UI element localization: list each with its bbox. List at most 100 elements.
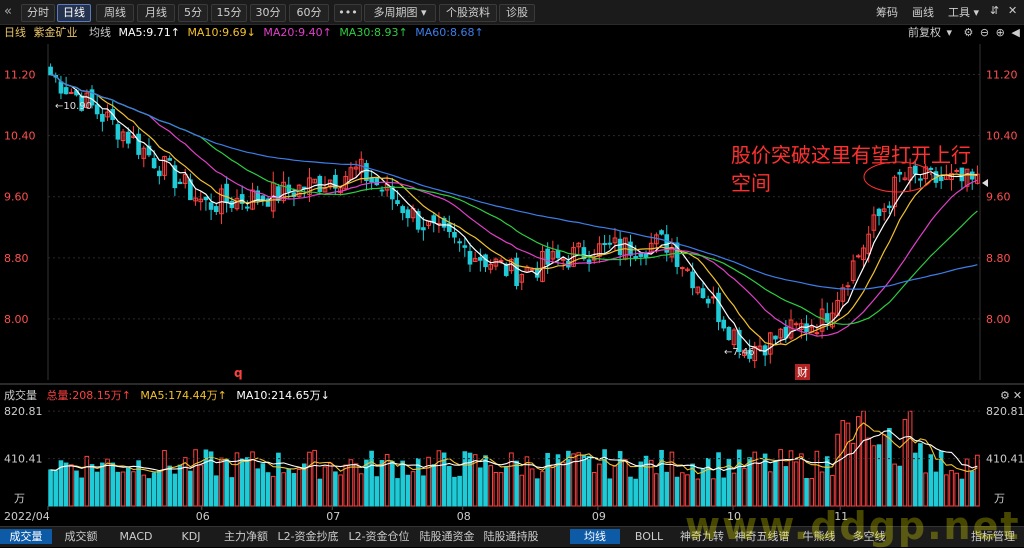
volume-bar: [607, 478, 613, 507]
volume-bar: [964, 458, 970, 507]
more-button[interactable]: •••: [334, 4, 362, 22]
ma20-line: [50, 74, 978, 337]
candle-body: [462, 245, 468, 248]
tab-l2-bottom[interactable]: L2-资金抄底: [277, 530, 339, 543]
q-marker[interactable]: q: [234, 366, 243, 380]
settings-icon[interactable]: ⚙: [1000, 389, 1010, 402]
tab-indicator-manage[interactable]: 指标管理: [971, 530, 1015, 543]
candle-body: [529, 268, 535, 271]
volume-bar: [524, 456, 530, 507]
tab-30min[interactable]: 30分: [250, 4, 286, 22]
volume-bar: [897, 465, 903, 507]
tab-5min[interactable]: 5分: [178, 4, 208, 22]
tab-magic-nine[interactable]: 神奇九转: [680, 530, 724, 543]
stock-name[interactable]: 紫金矿业: [33, 26, 78, 39]
candle-body: [467, 251, 473, 265]
candle-body: [374, 177, 380, 186]
tab-northbound-hold[interactable]: 陆股通持股: [483, 530, 539, 543]
draw-line-button[interactable]: 画线: [912, 6, 934, 19]
tab-daily[interactable]: 日线: [57, 4, 91, 22]
candle-body: [793, 323, 799, 326]
volume-bar: [151, 472, 157, 507]
candle-body: [897, 171, 903, 175]
tab-intraday[interactable]: 分时: [21, 4, 55, 22]
volume-bar: [819, 471, 825, 507]
volume-bar: [239, 458, 245, 507]
tab-northbound-fund[interactable]: 陆股通资金: [419, 530, 475, 543]
collapse-icon[interactable]: «: [4, 4, 12, 19]
tab-magic-five[interactable]: 神奇五线谱: [734, 530, 790, 543]
zoom-in-icon[interactable]: ⊕: [995, 26, 1005, 39]
candle-body: [177, 181, 183, 185]
tab-15min[interactable]: 15分: [211, 4, 247, 22]
annotations: [863, 161, 988, 193]
candle-body: [700, 288, 706, 299]
candle-body: [773, 335, 778, 340]
ma-label[interactable]: 均线: [89, 26, 111, 39]
candle-body: [602, 243, 607, 246]
candle-body: [63, 87, 69, 95]
volume-bar: [545, 452, 550, 507]
tab-turnover[interactable]: 成交额: [64, 530, 98, 543]
fq-label[interactable]: 前复权: [908, 26, 941, 39]
multi-period-dropdown[interactable]: 多周期图 ▾: [364, 4, 436, 22]
volume-bar: [550, 464, 556, 507]
tab-kdj[interactable]: KDJ: [181, 530, 201, 543]
fq-arrow-icon[interactable]: ▾: [946, 26, 953, 39]
volume-unit-left: 万: [14, 492, 25, 505]
tab-long-short[interactable]: 多空线: [852, 530, 886, 543]
tab-weekly[interactable]: 周线: [96, 4, 134, 22]
volume-bar: [685, 474, 690, 507]
volume-bar: [824, 456, 830, 507]
arrow-left-icon[interactable]: ◀: [1011, 26, 1020, 39]
volume-bar: [690, 463, 695, 507]
volume-bar: [954, 472, 960, 507]
volume-legend: 成交量 总量:208.15万↑ MA5:174.44万↑ MA10:214.65…: [4, 389, 330, 403]
indicator-tab-bar: 成交量 成交额 MACD KDJ 主力净额 L2-资金抄底 L2-资金仓位 陆股…: [0, 526, 1024, 547]
candle-body: [685, 268, 690, 271]
expand-icon[interactable]: ⇵: [990, 4, 1000, 17]
volume-bar: [799, 453, 804, 507]
volume-bar: [327, 462, 333, 507]
volume-bar: [664, 471, 670, 507]
volume-bar: [478, 467, 483, 507]
volume-bar: [255, 468, 261, 507]
volume-bar: [322, 466, 328, 507]
price-tick-left: 11.20: [4, 69, 36, 82]
volume-bar: [602, 449, 607, 507]
settings-icon[interactable]: ⚙: [963, 26, 974, 39]
tools-dropdown[interactable]: 工具 ▾: [948, 6, 980, 19]
close-icon[interactable]: ✕: [1008, 4, 1018, 17]
ma60-value: MA60:8.68↑: [415, 26, 484, 39]
tab-monthly[interactable]: 月线: [137, 4, 175, 22]
ma10-value: MA10:9.69↓: [187, 26, 256, 39]
volume-bar: [633, 478, 638, 507]
tab-volume[interactable]: 成交量: [0, 529, 52, 544]
volume-bar: [374, 476, 380, 507]
volume-bar: [695, 478, 701, 507]
tab-60min[interactable]: 60分: [289, 4, 329, 22]
candle-body: [560, 258, 566, 261]
zoom-out-icon[interactable]: ⊖: [979, 26, 990, 39]
candle-body: [265, 198, 271, 207]
volume-tick-left: 410.41: [4, 453, 43, 466]
stock-profile-button[interactable]: 个股资料: [439, 4, 497, 22]
chips-button[interactable]: 筹码: [876, 6, 898, 19]
tab-ma[interactable]: 均线: [570, 529, 620, 544]
volume-bar: [182, 457, 188, 507]
volume-bar: [234, 452, 240, 507]
tab-boll[interactable]: BOLL: [634, 530, 664, 543]
diagnosis-button[interactable]: 诊股: [499, 4, 535, 22]
price-tick-left: 9.60: [4, 191, 29, 204]
volume-tick-right: 410.41: [986, 453, 1024, 466]
tab-bull-bear[interactable]: 牛熊线: [802, 530, 836, 543]
tab-macd[interactable]: MACD: [119, 530, 153, 543]
tab-main-net[interactable]: 主力净额: [224, 530, 268, 543]
price-tick-left: 8.00: [4, 313, 29, 326]
close-icon[interactable]: ✕: [1012, 389, 1023, 402]
tab-l2-position[interactable]: L2-资金仓位: [348, 530, 410, 543]
volume-bar: [612, 465, 618, 507]
volume-bar: [146, 478, 152, 507]
earnings-marker[interactable]: 财: [795, 364, 810, 380]
